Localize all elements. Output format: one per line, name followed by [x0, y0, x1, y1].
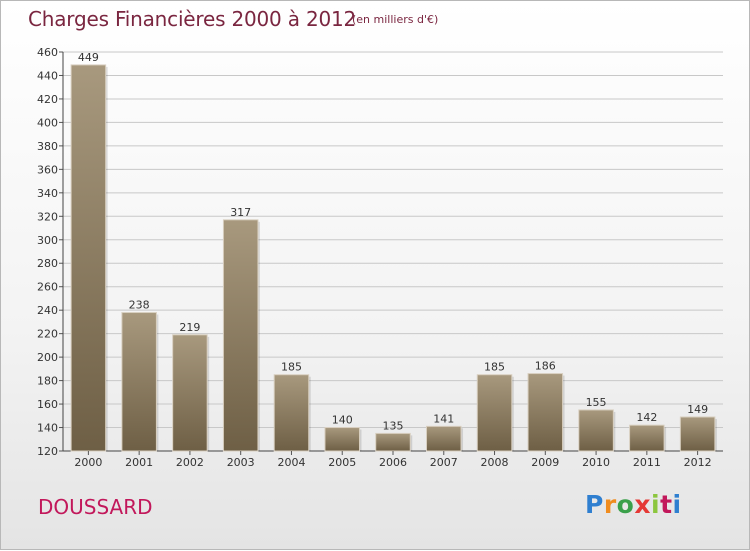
- y-tick-label: 360: [37, 163, 58, 176]
- bar: [375, 432, 411, 452]
- plot-area: [63, 52, 723, 451]
- bar-value-label: 186: [535, 360, 556, 373]
- y-tick-label: 420: [37, 93, 58, 106]
- logo-letter: i: [672, 490, 682, 519]
- x-tick-label: 2007: [430, 456, 458, 469]
- y-tick-label: 380: [37, 140, 58, 153]
- y-tick-label: 440: [37, 69, 58, 82]
- bar-value-label: 141: [433, 412, 454, 425]
- y-tick-label: 460: [37, 46, 58, 59]
- bar-value-label: 238: [129, 299, 150, 312]
- x-tick-label: 2009: [531, 456, 559, 469]
- bar-value-label: 135: [383, 419, 404, 432]
- logo-letter: P: [585, 490, 604, 519]
- x-tick-label: 2006: [379, 456, 407, 469]
- bar: [578, 409, 614, 452]
- bar: [679, 416, 716, 452]
- logo-letter: r: [603, 490, 617, 519]
- bar: [172, 334, 208, 452]
- x-tick-label: 2002: [176, 456, 204, 469]
- bar: [527, 373, 564, 452]
- y-tick-label: 320: [37, 210, 58, 223]
- x-tick-label: 2000: [74, 456, 102, 469]
- bar: [426, 425, 462, 452]
- logo-letter: o: [616, 490, 635, 519]
- bar: [222, 219, 259, 452]
- y-tick-label: 280: [37, 257, 58, 270]
- x-tick-label: 2010: [582, 456, 610, 469]
- x-tick-label: 2005: [328, 456, 356, 469]
- bar-value-label: 219: [179, 321, 200, 334]
- y-tick-label: 140: [37, 422, 58, 435]
- bar-value-label: 185: [281, 361, 302, 374]
- logo-letter: t: [660, 490, 673, 519]
- y-tick-label: 160: [37, 398, 58, 411]
- x-tick-label: 2012: [684, 456, 712, 469]
- logo-letter: i: [651, 490, 661, 519]
- x-tick-label: 2001: [125, 456, 153, 469]
- x-tick-label: 2003: [227, 456, 255, 469]
- bar: [70, 64, 107, 452]
- bar-value-label: 149: [687, 403, 708, 416]
- logo-letter: x: [634, 490, 651, 519]
- commune-name: DOUSSARD: [38, 495, 153, 519]
- y-tick-label: 340: [37, 187, 58, 200]
- bar: [324, 427, 360, 452]
- bar: [629, 424, 665, 452]
- bar-value-label: 449: [78, 51, 99, 64]
- chart-title: Charges Financières 2000 à 2012: [28, 7, 357, 31]
- y-tick-label: 240: [37, 304, 58, 317]
- proxiti-logo[interactable]: Proxiti: [585, 490, 682, 519]
- y-tick-label: 220: [37, 328, 58, 341]
- y-tick-label: 300: [37, 234, 58, 247]
- bar-value-label: 185: [484, 361, 505, 374]
- x-tick-label: 2011: [633, 456, 661, 469]
- bar-value-label: 140: [332, 414, 353, 427]
- chart-subtitle: (en milliers d'€): [352, 13, 439, 26]
- bar-value-label: 155: [586, 396, 607, 409]
- bar-value-label: 142: [636, 411, 657, 424]
- x-tick-label: 2008: [481, 456, 509, 469]
- y-tick-label: 400: [37, 116, 58, 129]
- x-tick-label: 2004: [277, 456, 305, 469]
- bar-value-label: 317: [230, 206, 251, 219]
- y-tick-label: 180: [37, 375, 58, 388]
- y-tick-label: 120: [37, 445, 58, 458]
- y-tick-label: 260: [37, 281, 58, 294]
- bar: [273, 374, 310, 452]
- bar: [476, 374, 513, 452]
- y-tick-label: 200: [37, 351, 58, 364]
- bar: [121, 312, 157, 452]
